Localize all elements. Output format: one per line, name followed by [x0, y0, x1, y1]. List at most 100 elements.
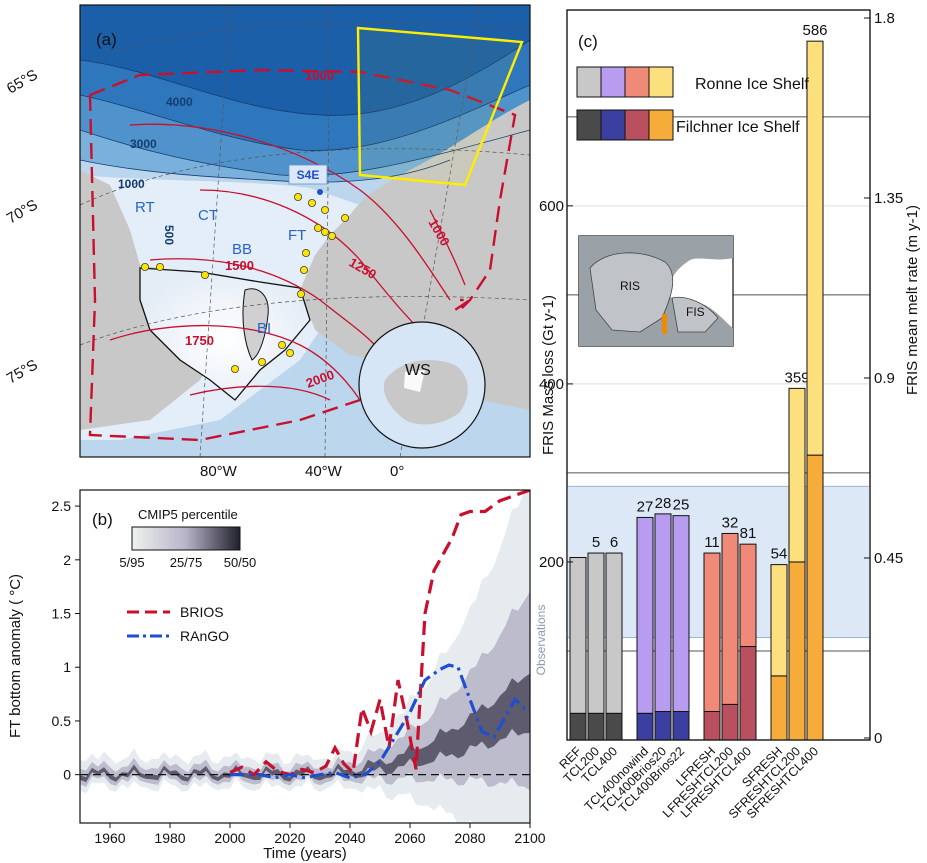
bar-filchner-sfreshtcl200 [788, 561, 806, 741]
bar-top-label: 6 [610, 534, 618, 551]
bathy-label-4000: 4000 [166, 95, 193, 109]
bar-filchner-sfresh [770, 675, 788, 741]
bar-filchner-lfreshtcl200 [721, 703, 739, 741]
panel-a-map: S4E (a) 65°S 70°S 75°S 80°W 40°W 0° 4000… [4, 4, 531, 480]
bar-filchner-tcl400brios22 [672, 711, 690, 741]
x-tick-label: 2080 [454, 830, 485, 846]
y-tick-label: 600 [539, 198, 564, 215]
bar-top-label: 27 [637, 498, 654, 515]
y-tick-label: 2.5 [52, 498, 72, 514]
lon-label-80w: 80°W [200, 463, 238, 480]
study-box [356, 26, 524, 187]
lon-label-0: 0° [390, 463, 404, 480]
inset-marker [662, 314, 667, 334]
bar-top-label: 5 [592, 534, 600, 551]
lat-label-70: 70°S [4, 196, 41, 227]
panel-b-label: (b) [92, 510, 113, 529]
y-tick-label: 0 [63, 767, 71, 783]
isolines [109, 123, 466, 401]
panel-c-inset-map: RIS FIS [578, 235, 734, 347]
series-line-rango [230, 663, 530, 780]
bar-ronne-tcl400 [605, 552, 623, 714]
inset-label-fis: FIS [686, 305, 705, 319]
bathy-label-500: 500 [162, 225, 176, 245]
lat-label-75: 75°S [4, 356, 41, 387]
bar-filchner-tcl400nowind [636, 712, 654, 741]
y-tick-label: 400 [539, 376, 564, 393]
legend-ronne-swatch-2 [600, 66, 626, 98]
legend-label-ronne: Ronne Ice Shelf [695, 76, 809, 93]
bar-top-label: 359 [784, 369, 809, 386]
lon-label-40w: 40°W [305, 463, 343, 480]
legend-filchner-swatch-3 [624, 109, 650, 141]
legend-ronne-swatch-4 [648, 66, 674, 98]
panel-b-ylabel: FT bottom anomaly ( °C) [7, 574, 24, 738]
bar-ronne-lfreshtcl200 [721, 532, 739, 705]
cmip5-band-middle [80, 591, 530, 791]
colorbar-tick-5-95: 5/95 [119, 555, 144, 570]
map-frame [79, 4, 531, 458]
legend-filchner-swatch-1 [576, 109, 602, 141]
panel-c-label: (c) [578, 32, 598, 51]
y-tick-label: 2 [63, 552, 71, 568]
series-line-brios [229, 490, 530, 777]
bar-filchner-tcl400 [605, 712, 623, 741]
station-s4e-box [288, 164, 328, 185]
y-tick-label: 1.5 [52, 606, 72, 622]
x-tick-label: 2020 [274, 830, 305, 846]
bar-ronne-tcl400brios22 [672, 515, 690, 713]
legend-label-brios: BRIOS [180, 604, 224, 620]
bar-filchner-lfresh [703, 711, 721, 741]
station-s4e-label: S4E [297, 168, 320, 182]
bar-ronne-tcl200 [587, 552, 605, 714]
inset-fis [671, 296, 719, 333]
panel-b-frame [79, 489, 531, 824]
panel-b-ticks: 1960 1980 2000 2020 2040 2060 2080 2100 0 0.5 1 1.5… [52, 498, 546, 846]
bar-filchner-sfreshtcl400 [806, 454, 824, 741]
region-label-bi: BI [257, 320, 271, 337]
inset-weddell [404, 370, 425, 392]
region-label-rt: RT [135, 199, 155, 216]
legend-ronne-swatch-1 [576, 66, 602, 98]
bar-top-label: 32 [722, 514, 739, 531]
bar-ronne-sfreshtcl200 [788, 387, 806, 563]
panel-a-label: (a) [96, 30, 117, 49]
panel-b-xlabel: Time (years) [263, 845, 347, 862]
region-label-ct: CT [198, 207, 218, 224]
panel-c-y2label: FRIS mean melt rate (m y-1) [904, 205, 921, 395]
y2-tick-label: 0.9 [874, 370, 895, 387]
y2-tick-label: 1.35 [874, 190, 903, 207]
y-tick-label: 200 [539, 554, 564, 571]
x-tick-label: 1960 [94, 830, 125, 846]
bar-ronne-tcl400brios20 [654, 513, 672, 713]
legend-label-filchner: Filchner Ice Shelf [676, 119, 800, 136]
colorbar-tick-25-75: 25/75 [170, 555, 203, 570]
isoline-label-1500: 1500 [225, 258, 254, 273]
inset-label-ws: WS [405, 362, 431, 379]
y-tick-label: 0.5 [52, 713, 72, 729]
panel-b-series [229, 490, 530, 780]
y2-tick-label: 1.8 [874, 10, 895, 27]
y-tick-label: 1 [63, 659, 71, 675]
legend-filchner-swatch-2 [600, 109, 626, 141]
bathy-label-3000: 3000 [130, 137, 157, 151]
station-s4e-marker [317, 189, 323, 195]
bar-ronne-sfresh [770, 564, 788, 677]
bar-ronne-sfreshtcl400 [806, 40, 824, 456]
bar-filchner-tcl400brios20 [654, 711, 672, 741]
legend-filchner-swatch-4 [648, 109, 674, 141]
x-tick-label: 2000 [214, 830, 245, 846]
inset-label-ris: RIS [620, 279, 640, 293]
bathy-label-1000: 1000 [118, 177, 145, 191]
x-tick-label: 1980 [154, 830, 185, 846]
lat-label-65: 65°S [4, 66, 41, 97]
legend-label-rango: RAnGO [180, 628, 229, 644]
colorbar [131, 526, 241, 551]
bar-top-label: 81 [740, 525, 757, 542]
model-domain-boundary [88, 68, 517, 442]
bar-filchner-lfreshtcl400 [739, 646, 757, 741]
x-tick-label: 2040 [334, 830, 365, 846]
